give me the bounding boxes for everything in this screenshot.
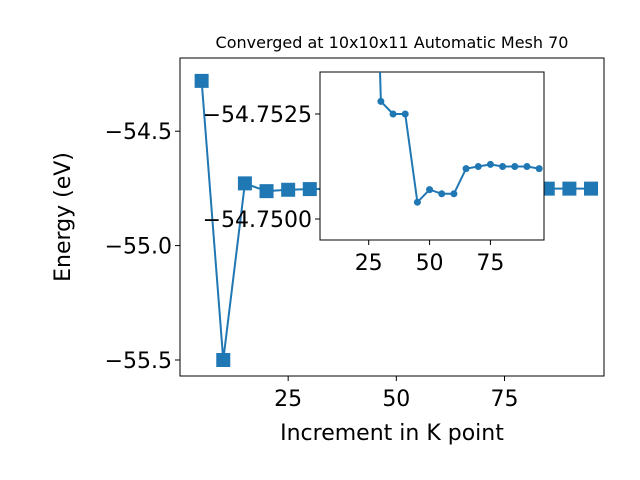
inset-y-tick-label: −54.7525 <box>203 103 312 128</box>
inset-data-point <box>377 97 385 105</box>
inset-series <box>377 72 543 206</box>
chart-title: Converged at 10x10x11 Automatic Mesh 70 <box>216 33 569 52</box>
main-data-point <box>259 184 274 199</box>
inset-data-point <box>401 110 409 118</box>
inset-data-point <box>438 190 446 198</box>
main-x-ticks: 25 50 75 <box>274 376 518 412</box>
inset-x-ticks: 25 50 75 <box>355 240 504 276</box>
main-y-tick-label: −55.0 <box>105 235 172 260</box>
main-y-tick-label: −54.5 <box>105 120 172 145</box>
inset-data-point <box>535 165 543 173</box>
main-x-tick-label: 25 <box>274 387 302 412</box>
inset-data-point <box>462 165 470 173</box>
inset-y-ticks: −54.7500 −54.7525 <box>203 103 320 233</box>
inset-series-clip <box>377 72 543 206</box>
inset-data-point <box>413 198 421 206</box>
main-data-point <box>584 181 599 196</box>
inset-data-point <box>511 163 519 170</box>
main-x-tick-label: 75 <box>490 387 518 412</box>
inset-data-point <box>426 186 434 194</box>
inset-y-tick-label: −54.7500 <box>203 208 312 233</box>
main-data-point <box>237 176 252 191</box>
main-x-tick-label: 50 <box>382 387 410 412</box>
main-data-point <box>562 181 577 196</box>
inset-axes: 25 50 75 −54.7500 −54.7525 <box>203 71 545 276</box>
main-data-point <box>216 352 231 367</box>
main-y-tick-label: −55.5 <box>105 349 172 374</box>
main-plot-frame <box>179 57 605 377</box>
main-y-ticks: −55.5 −55.0 −54.5 <box>105 120 180 374</box>
inset-x-tick-label: 50 <box>416 251 444 276</box>
x-axis-label: Increment in K point <box>280 421 504 446</box>
main-data-point <box>302 182 317 197</box>
main-data-point <box>281 182 296 197</box>
y-axis-label: Energy (eV) <box>51 152 76 282</box>
main-data-point <box>194 73 209 88</box>
inset-data-point <box>486 160 494 168</box>
inset-plot-frame <box>319 71 545 241</box>
inset-data-point <box>499 163 507 170</box>
inset-x-tick-label: 75 <box>476 251 504 276</box>
inset-data-point <box>474 163 482 170</box>
inset-data-point <box>450 190 458 198</box>
inset-data-point <box>523 163 531 170</box>
inset-x-tick-label: 25 <box>355 251 383 276</box>
inset-data-point <box>389 110 397 118</box>
